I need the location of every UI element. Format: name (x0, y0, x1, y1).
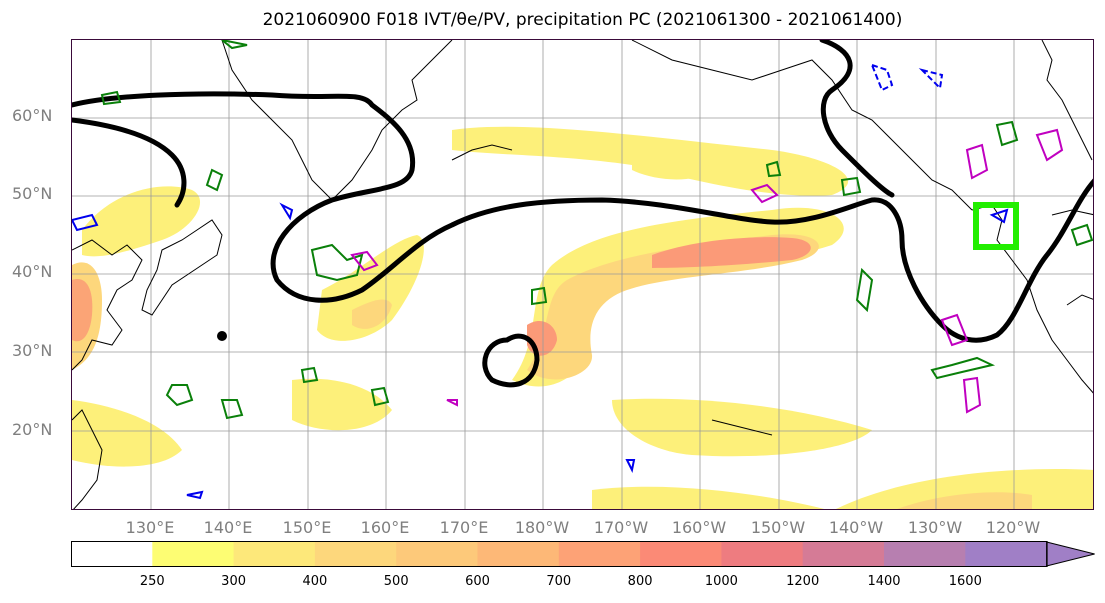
colorbar-frame (71, 541, 1048, 567)
pv-blue-contours (72, 63, 1009, 500)
colorbar-segment (884, 542, 966, 566)
colorbar-tick-label: 300 (221, 574, 247, 589)
colorbar-segment (314, 542, 397, 566)
colorbar-tick-label: 1000 (704, 574, 738, 589)
lat-label-60: 60°N (12, 106, 53, 125)
colorbar-segment (640, 542, 722, 566)
marker-dot (217, 331, 227, 341)
lon-label-150w: 150°W (750, 518, 806, 537)
colorbar-segment (965, 542, 1048, 566)
lon-label-170w: 170°W (593, 518, 649, 537)
map-title: 2021060900 F018 IVT/θe/PV, precipitation… (262, 10, 903, 30)
lon-label-130w: 130°W (907, 518, 963, 537)
colorbar-segment (233, 542, 316, 566)
theta-e-contour (72, 40, 1093, 388)
colorbar-tick-label: 400 (302, 574, 328, 589)
colorbar-tick-label: 600 (465, 574, 490, 589)
colorbar-segment (558, 542, 641, 566)
lat-label-30: 30°N (12, 341, 53, 360)
colorbar-extend-arrow (1046, 541, 1095, 567)
lat-label-40: 40°N (12, 262, 53, 281)
lat-label-50: 50°N (12, 184, 53, 203)
coastlines (72, 40, 1093, 509)
colorbar-tick-label: 1200 (786, 574, 820, 589)
ivt-shading (72, 126, 1093, 509)
colorbar-tick-label: 700 (546, 574, 572, 589)
colorbar-tick-label: 1600 (948, 574, 982, 589)
lon-label-160e: 160°E (360, 518, 410, 537)
colorbar (71, 541, 1101, 571)
lon-label-120w: 120°W (985, 518, 1041, 537)
graticule (72, 40, 1093, 509)
target-region-box (973, 202, 1019, 250)
colorbar-tick-label: 1400 (867, 574, 901, 589)
lat-label-20: 20°N (12, 420, 53, 439)
lon-label-150e: 150°E (282, 518, 332, 537)
colorbar-segment (721, 542, 804, 566)
lon-label-140w: 140°W (828, 518, 884, 537)
colorbar-tick-label: 500 (383, 574, 409, 589)
lon-label-170e: 170°E (439, 518, 489, 537)
pv-magenta-contours (350, 128, 1064, 414)
colorbar-tick-label: 250 (139, 574, 165, 589)
colorbar-segment (71, 542, 153, 566)
colorbar-segment (396, 542, 478, 566)
lon-label-160w: 160°W (671, 518, 727, 537)
colorbar-tick-label: 800 (627, 574, 653, 589)
lon-label-180w: 180°W (514, 518, 570, 537)
lon-label-130e: 130°E (125, 518, 175, 537)
colorbar-segment (477, 542, 560, 566)
colorbar-segment (802, 542, 885, 566)
colorbar-segment (152, 542, 235, 566)
map-panel (71, 39, 1094, 510)
pv-contours (100, 40, 1093, 420)
lon-label-140e: 140°E (203, 518, 253, 537)
